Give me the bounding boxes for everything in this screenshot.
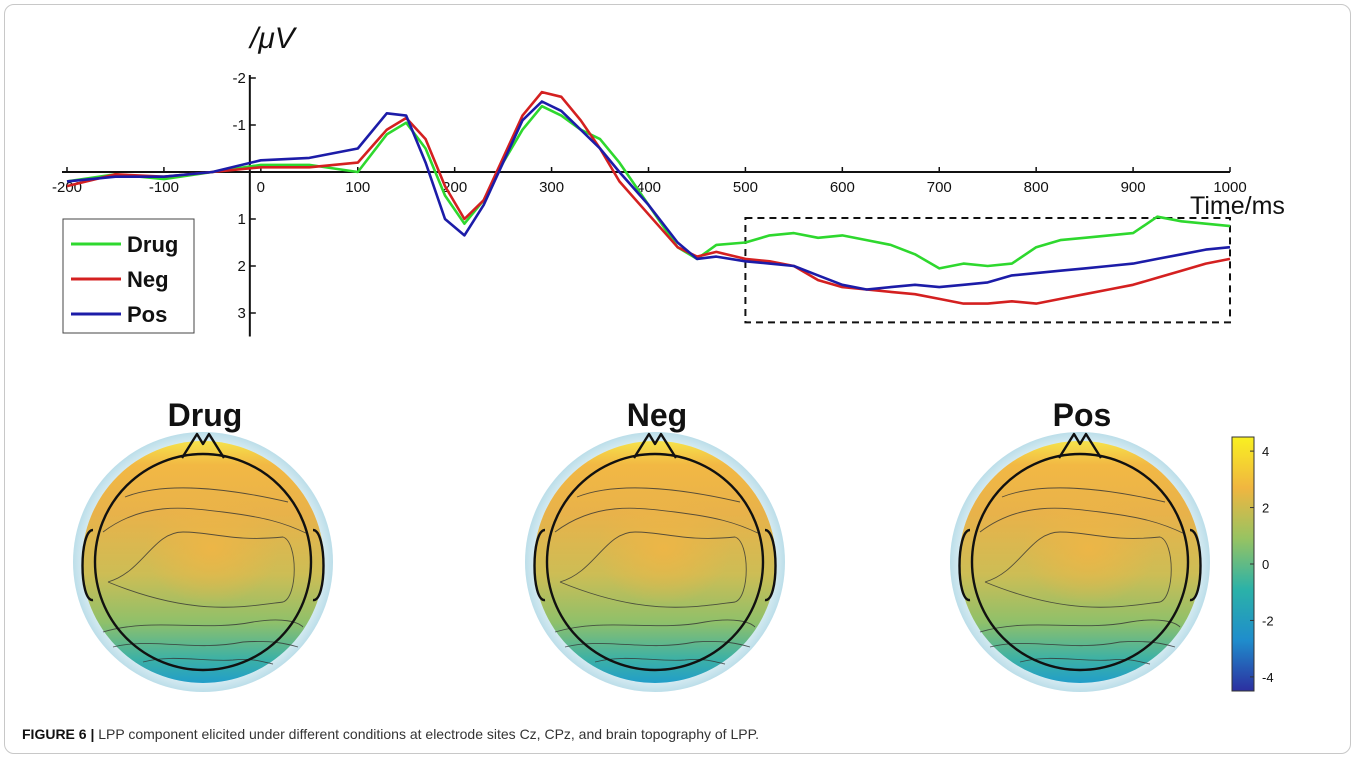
colorbar-tick-label: -4 <box>1262 670 1274 685</box>
x-tick-label: 900 <box>1121 179 1146 196</box>
legend-label-drug: Drug <box>127 232 178 257</box>
topomap-title-drug: Drug <box>168 397 243 433</box>
y-tick-label: 3 <box>237 305 245 322</box>
right-ear-icon <box>764 528 777 602</box>
x-tick-label: 300 <box>539 179 564 196</box>
legend-label-neg: Neg <box>127 267 169 292</box>
caption-text: LPP component elicited under different c… <box>94 726 760 742</box>
contour-line <box>102 507 309 535</box>
y-tick-label: 2 <box>237 258 245 275</box>
scalp-positive-region <box>990 472 1180 632</box>
x-tick-label: 600 <box>830 179 855 196</box>
legend: Drug Neg Pos <box>62 218 195 334</box>
contour-line <box>564 641 751 648</box>
contour-line <box>1019 657 1151 665</box>
contour-line <box>984 531 1172 608</box>
x-axis-label: Time/ms <box>1190 192 1285 220</box>
right-ear-icon <box>1189 528 1202 602</box>
scalp-positive-region <box>113 472 303 632</box>
contour-line <box>112 641 299 648</box>
contour-line <box>576 487 741 503</box>
x-tick-label: 700 <box>927 179 952 196</box>
y-axis-label: /μV <box>248 22 298 55</box>
colorbar-tick-label: -2 <box>1262 613 1274 628</box>
topomap-title-pos: Pos <box>1053 397 1112 433</box>
contour-line <box>107 531 295 608</box>
scalp-positive-region <box>565 472 755 632</box>
x-tick-label: 800 <box>1024 179 1049 196</box>
topomap-drug: Drug <box>73 397 333 692</box>
caption-label: FIGURE 6 | <box>22 726 95 742</box>
contour-line <box>124 487 289 503</box>
x-tick-label: 0 <box>257 179 265 196</box>
right-ear-icon <box>312 528 325 602</box>
figure-frame <box>4 4 1351 754</box>
head-outline <box>970 452 1190 672</box>
x-tick-label: 1000 <box>1213 179 1246 196</box>
y-tick-label: -2 <box>232 70 245 87</box>
topomap-pos: Pos <box>950 397 1210 692</box>
topomap-title-neg: Neg <box>627 397 687 433</box>
head-outline <box>93 452 313 672</box>
nose-icon <box>1057 432 1103 459</box>
series-line-pos <box>66 100 1231 291</box>
contour-line <box>989 641 1176 648</box>
contour-line <box>979 507 1186 535</box>
y-tick-label: 1 <box>237 211 245 228</box>
left-ear-icon <box>958 528 971 602</box>
head-outline <box>545 452 765 672</box>
contour-line <box>594 657 726 665</box>
contour-line <box>554 507 761 535</box>
contour-line <box>142 657 274 665</box>
colorbar-tick-label: 4 <box>1262 444 1269 459</box>
colorbar-tick-label: 0 <box>1262 557 1269 572</box>
colorbar-tick-label: 2 <box>1262 501 1269 516</box>
x-tick-label: -100 <box>149 179 179 196</box>
x-tick-label: 400 <box>636 179 661 196</box>
legend-label-pos: Pos <box>127 302 167 327</box>
lpp-window-box <box>744 217 1232 324</box>
x-tick-label: 500 <box>733 179 758 196</box>
y-tick-label: -1 <box>232 117 245 134</box>
left-ear-icon <box>81 528 94 602</box>
left-ear-icon <box>533 528 546 602</box>
contour-line <box>559 531 747 608</box>
nose-icon <box>180 432 226 459</box>
contour-line <box>1001 487 1166 503</box>
topomap-neg: Neg <box>525 397 785 692</box>
x-tick-label: 100 <box>345 179 370 196</box>
series-line-neg <box>66 90 1231 305</box>
colorbar: 4 2 0 -2 -4 <box>1231 436 1274 692</box>
figure-caption: FIGURE 6 | LPP component elicited under … <box>22 726 759 742</box>
nose-icon <box>632 432 678 459</box>
